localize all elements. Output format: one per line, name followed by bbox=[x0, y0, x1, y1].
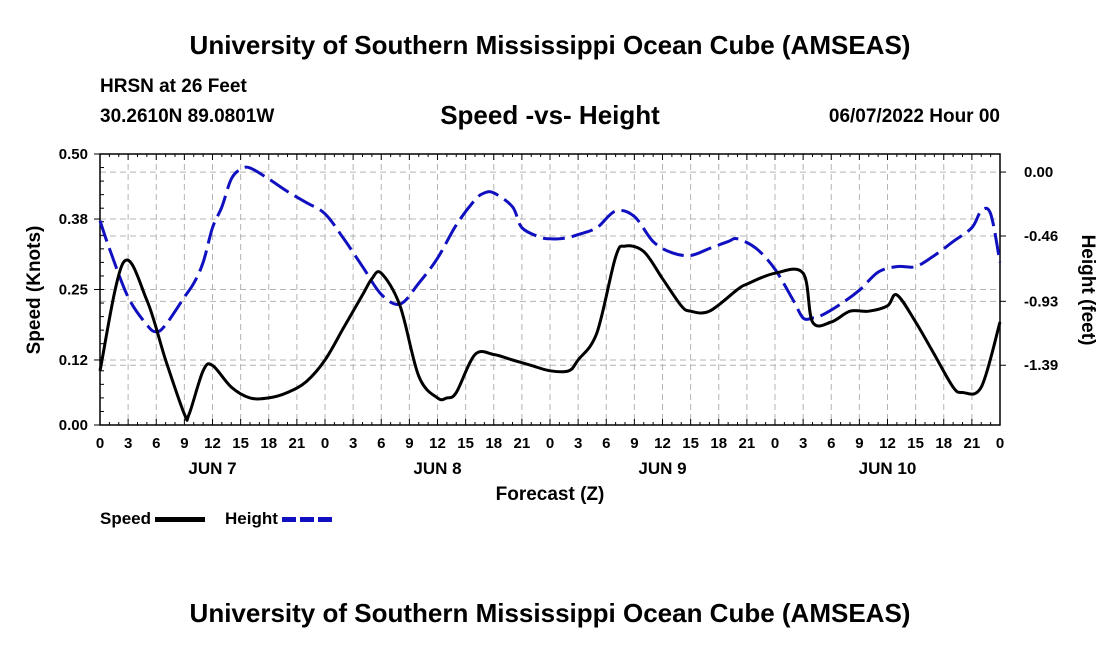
x-tick-label: 3 bbox=[349, 435, 357, 452]
x-tick-label: 0 bbox=[321, 435, 329, 452]
station-coordinates: 30.2610N 89.0801W bbox=[100, 106, 275, 127]
x-tick-label: 9 bbox=[630, 435, 638, 452]
x-tick-label: 21 bbox=[289, 435, 306, 452]
y-axis-label: Speed (Knots) bbox=[24, 226, 45, 355]
chart-grid bbox=[100, 154, 1000, 425]
day-label: JUN 8 bbox=[413, 459, 461, 478]
x-tick-label: 18 bbox=[260, 435, 277, 452]
x-tick-label: 9 bbox=[855, 435, 863, 452]
y2-tick-label: -0.93 bbox=[1024, 293, 1058, 310]
x-axis-label: Forecast (Z) bbox=[496, 484, 605, 505]
x-tick-label: 15 bbox=[232, 435, 249, 452]
x-tick-label: 18 bbox=[935, 435, 952, 452]
day-label: JUN 7 bbox=[188, 459, 236, 478]
legend-height-label: Height bbox=[225, 509, 278, 528]
legend-height-swatch bbox=[281, 516, 332, 522]
x-tick-label: 15 bbox=[907, 435, 924, 452]
x-tick-label: 9 bbox=[405, 435, 413, 452]
x-tick-label: 6 bbox=[377, 435, 385, 452]
legend-speed-swatch bbox=[155, 516, 206, 522]
forecast-date: 06/07/2022 Hour 00 bbox=[828, 106, 1000, 127]
x-tick-label: 3 bbox=[124, 435, 132, 452]
speed-series-line bbox=[98, 244, 1002, 422]
x-tick-label: 0 bbox=[546, 435, 554, 452]
x-tick-label: 0 bbox=[96, 435, 104, 452]
x-tick-label: 15 bbox=[457, 435, 474, 452]
x-tick-label: 18 bbox=[485, 435, 502, 452]
x-tick-label: 15 bbox=[682, 435, 699, 452]
chart-axes: 0 3 6 9 12 15 18 21 0 3 6 9 12 15 18 21 0 3 6 9 12 15 18 21 0 3 6 9… bbox=[59, 146, 1058, 478]
y2-axis-label: Height (feet) bbox=[1077, 235, 1098, 346]
x-tick-label: 6 bbox=[602, 435, 610, 452]
x-tick-label: 3 bbox=[799, 435, 807, 452]
day-label: JUN 10 bbox=[859, 459, 917, 478]
y-tick-label: 0.38 bbox=[59, 211, 88, 228]
y-tick-label: 0.50 bbox=[59, 146, 88, 163]
x-tick-label: 0 bbox=[771, 435, 779, 452]
x-tick-label: 6 bbox=[152, 435, 160, 452]
chart-legend: Speed Height bbox=[100, 509, 352, 529]
chart-title: University of Southern Mississippi Ocean… bbox=[189, 30, 911, 60]
legend-speed-label: Speed bbox=[100, 509, 152, 528]
x-tick-label: 3 bbox=[574, 435, 582, 452]
day-label: JUN 9 bbox=[638, 459, 686, 478]
x-tick-label: 12 bbox=[654, 435, 671, 452]
x-tick-label: 21 bbox=[739, 435, 756, 452]
x-tick-label: 12 bbox=[879, 435, 896, 452]
x-tick-label: 21 bbox=[964, 435, 981, 452]
x-tick-label: 12 bbox=[429, 435, 446, 452]
height-series-line bbox=[98, 165, 1002, 334]
x-tick-label: 6 bbox=[827, 435, 835, 452]
x-tick-label: 12 bbox=[204, 435, 221, 452]
chart-subtitle: Speed -vs- Height bbox=[440, 100, 660, 130]
x-tick-label: 0 bbox=[996, 435, 1004, 452]
x-tick-label: 21 bbox=[514, 435, 531, 452]
y-tick-label: 0.25 bbox=[59, 282, 88, 299]
y2-tick-label: 0.00 bbox=[1024, 164, 1053, 181]
station-label: HRSN at 26 Feet bbox=[100, 76, 247, 97]
x-tick-label: 18 bbox=[710, 435, 727, 452]
y-tick-label: 0.00 bbox=[59, 417, 88, 434]
y2-tick-label: -1.39 bbox=[1024, 357, 1058, 374]
footer-title: University of Southern Mississippi Ocean… bbox=[189, 598, 911, 628]
y2-tick-label: -0.46 bbox=[1024, 228, 1058, 245]
x-tick-label: 9 bbox=[180, 435, 188, 452]
y-tick-label: 0.12 bbox=[59, 352, 88, 369]
